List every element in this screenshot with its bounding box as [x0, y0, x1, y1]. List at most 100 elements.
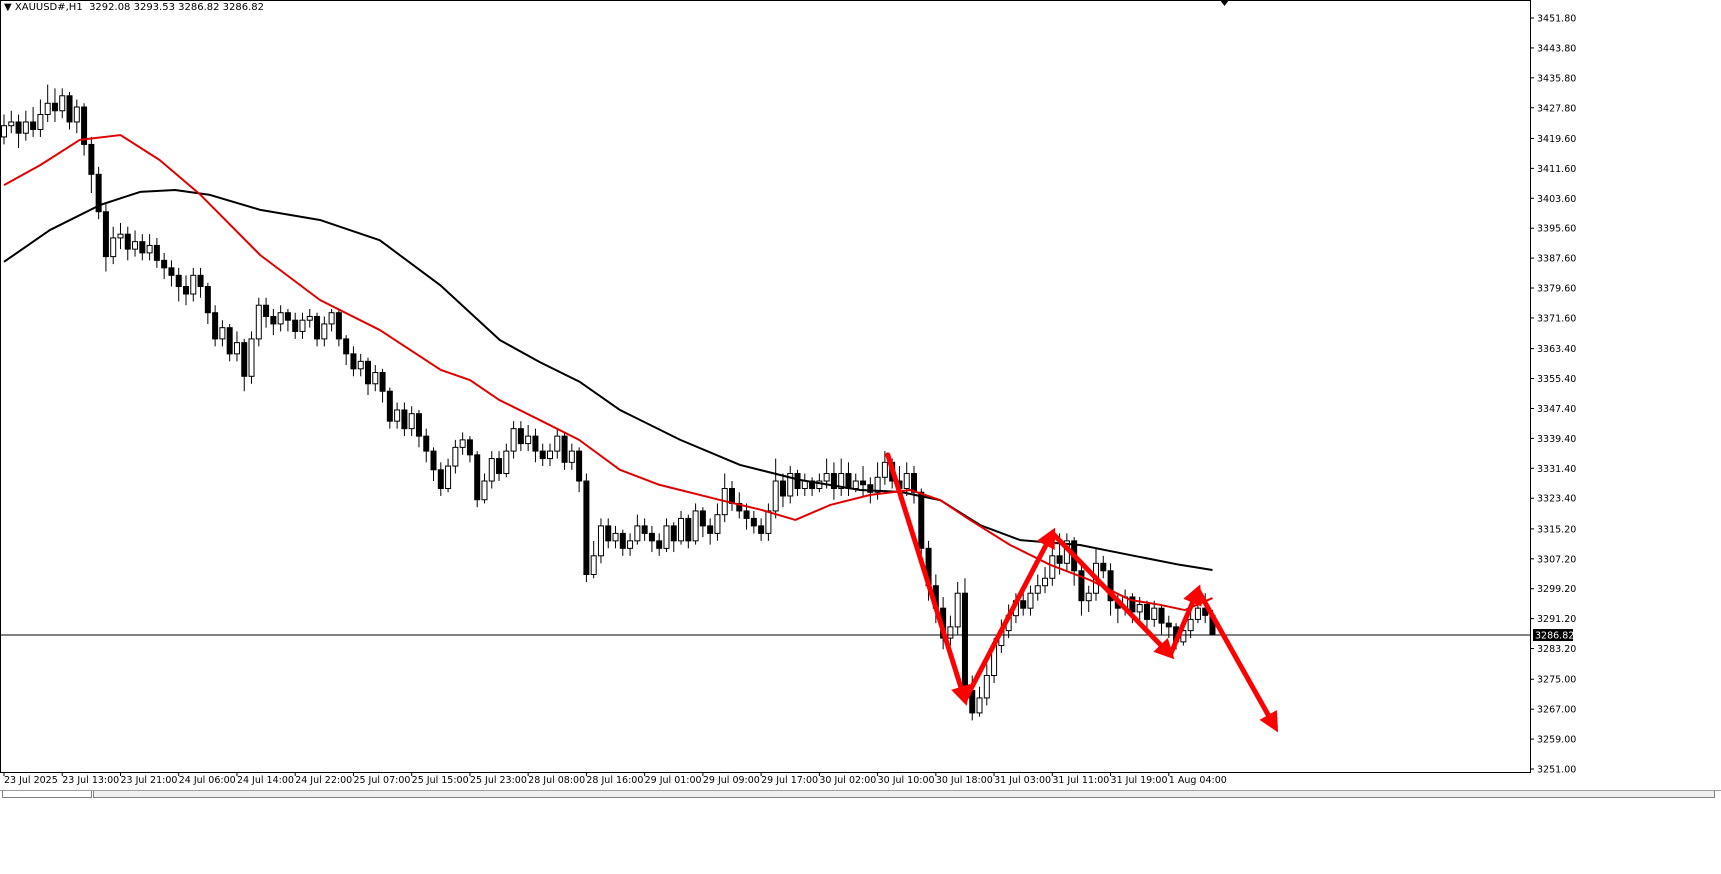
candle-bear — [961, 592, 968, 691]
candle-bull — [954, 592, 961, 628]
drawn-arrow — [962, 527, 1056, 703]
candle-bull — [8, 121, 15, 127]
candle-bear — [212, 312, 219, 340]
x-tick-label: 24 Jul 06:00 — [179, 775, 236, 786]
candle-bear — [845, 473, 852, 489]
candle-bull — [306, 315, 313, 321]
candle-bear — [532, 435, 539, 452]
candle-bull — [852, 480, 859, 489]
candle-bull — [452, 446, 459, 467]
candle-bull — [801, 480, 808, 489]
chart-tab-strip[interactable] — [93, 791, 1715, 798]
candle-bear — [241, 342, 248, 377]
candle-bull — [590, 555, 597, 576]
candle-bear — [175, 274, 182, 288]
candle-bear — [656, 540, 663, 549]
candle-bull — [1194, 607, 1201, 620]
candle-bear — [539, 450, 546, 460]
candle-bear — [350, 353, 357, 370]
candle-bull — [255, 304, 262, 340]
drawn-arrow — [1195, 587, 1279, 733]
chart-shift-triangle-icon — [1220, 0, 1229, 6]
candle-bull — [328, 312, 335, 325]
y-tick-label: 3347.40 — [1537, 404, 1576, 415]
candle-bear — [474, 454, 481, 501]
x-tick-label: 24 Jul 22:00 — [295, 775, 352, 786]
candle-bull — [190, 274, 197, 295]
chart-tab-active[interactable] — [2, 791, 92, 798]
candle-bull — [947, 626, 954, 639]
y-tick-label: 3259.00 — [1537, 735, 1576, 746]
candle-bull — [838, 473, 845, 489]
plot-area — [0, 0, 1531, 773]
candle-bear — [81, 106, 88, 145]
candle-bull — [816, 480, 823, 489]
candle-bull — [903, 473, 910, 489]
x-tick-label: 29 Jul 09:00 — [703, 775, 760, 786]
candle-bull — [983, 674, 990, 699]
candle-bear — [648, 532, 655, 542]
y-tick-label: 3395.60 — [1537, 224, 1576, 235]
candle-bear — [1020, 600, 1027, 609]
candle-bear — [161, 259, 168, 269]
candle-bull — [692, 510, 699, 542]
candle-bull — [547, 450, 553, 460]
candle-bear — [860, 480, 867, 486]
y-tick-label: 3419.60 — [1537, 134, 1576, 145]
y-tick-label: 3315.20 — [1537, 524, 1576, 535]
candle-bear — [139, 241, 146, 254]
candle-bear — [386, 390, 393, 422]
candle-bull — [663, 525, 670, 549]
candle-bear — [168, 267, 175, 276]
chart-tabs-bar — [0, 790, 1721, 874]
candle-bull — [823, 473, 830, 482]
candle-bear — [284, 312, 291, 321]
candle-bear — [1056, 555, 1063, 564]
candle-bear — [204, 286, 211, 314]
y-tick-label: 3355.40 — [1537, 374, 1576, 385]
candle-bear — [583, 480, 590, 576]
candle-bear — [794, 473, 801, 489]
candle-bull — [874, 476, 881, 493]
candle-bear — [270, 315, 277, 325]
ohlc-readout: 3292.08 3293.53 3286.82 3286.82 — [89, 2, 265, 13]
candle-bear — [88, 143, 95, 175]
y-tick-label: 3251.00 — [1537, 765, 1576, 776]
candle-bear — [619, 532, 626, 549]
candle-bull — [1, 125, 7, 138]
candle-bull — [1187, 618, 1194, 632]
candle-bear — [830, 473, 837, 489]
candle-bear — [918, 491, 925, 549]
collapse-triangle-icon[interactable]: ▼ — [4, 2, 15, 13]
candle-bear — [779, 480, 786, 497]
y-tick-label: 3331.40 — [1537, 464, 1576, 475]
candle-bear — [605, 525, 612, 542]
candle-bear — [51, 102, 58, 112]
x-tick-label: 25 Jul 23:00 — [470, 775, 527, 786]
candle-bear — [15, 121, 22, 134]
candle-bear — [743, 510, 750, 519]
candle-bull — [787, 473, 794, 497]
candle-bear — [95, 173, 102, 213]
candle-bull — [459, 439, 466, 448]
candle-bear — [430, 450, 437, 471]
candle-bull — [554, 435, 561, 452]
x-tick-label: 1 Aug 04:00 — [1169, 775, 1227, 786]
candle-bear — [153, 244, 160, 261]
candle-bear — [437, 469, 444, 489]
candle-bear — [685, 517, 692, 542]
candle-bull — [117, 233, 124, 239]
candle-bull — [22, 121, 29, 134]
candle-bear — [263, 304, 270, 317]
candle-bull — [612, 532, 619, 542]
y-tick-label: 3443.80 — [1537, 43, 1576, 54]
candle-bear — [1100, 562, 1107, 572]
candle-bull — [73, 106, 80, 123]
candle-bull — [277, 312, 284, 325]
y-tick-label: 3283.20 — [1537, 644, 1576, 655]
candle-bull — [233, 342, 240, 355]
candle-bull — [634, 525, 641, 542]
candle-bear — [561, 435, 568, 463]
price-chart[interactable]: 3451.80 3443.80 3435.80 3427.80 3419.60 3411.… — [0, 0, 1721, 790]
candle-bull — [481, 480, 488, 501]
